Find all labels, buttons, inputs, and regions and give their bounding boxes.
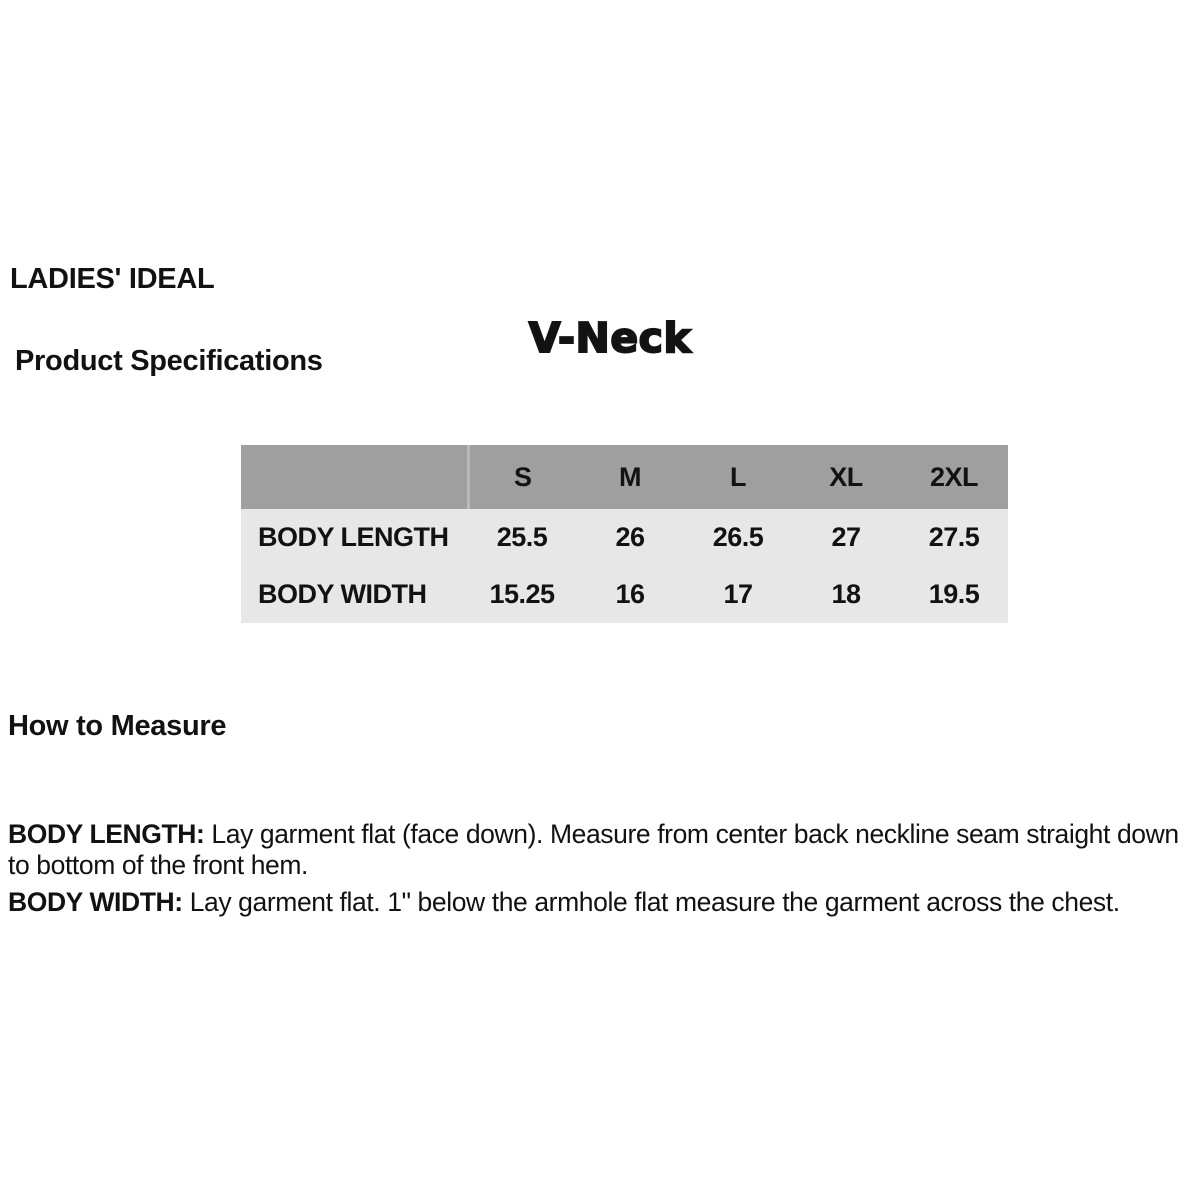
- body-length-term: BODY LENGTH:: [8, 818, 205, 849]
- body-width-m: 16: [576, 566, 684, 623]
- size-chart-table: S M L XL 2XL BODY LENGTH 25.5 26 26.5 27…: [241, 445, 1008, 623]
- size-column-header-xl: XL: [792, 445, 900, 509]
- body-width-xl: 18: [792, 566, 900, 623]
- body-width-term: BODY WIDTH:: [8, 886, 183, 917]
- table-row-body-length: BODY LENGTH 25.5 26 26.5 27 27.5: [241, 509, 1008, 566]
- brand-title: LADIES' IDEAL: [10, 263, 215, 295]
- page-title: Product Specifications: [15, 345, 323, 377]
- row-label-body-width: BODY WIDTH: [241, 566, 468, 623]
- body-length-s: 25.5: [468, 509, 576, 566]
- body-length-l: 26.5: [684, 509, 792, 566]
- body-width-instruction: BODY WIDTH: Lay garment flat. 1" below t…: [8, 887, 1120, 918]
- product-name-title: V-Neck: [528, 313, 692, 363]
- size-column-header-2xl: 2XL: [900, 445, 1008, 509]
- size-chart-corner-cell: [241, 445, 468, 509]
- body-width-s: 15.25: [468, 566, 576, 623]
- body-length-2xl: 27.5: [900, 509, 1008, 566]
- size-chart-header-row: S M L XL 2XL: [241, 445, 1008, 509]
- body-length-xl: 27: [792, 509, 900, 566]
- body-length-m: 26: [576, 509, 684, 566]
- body-width-description: Lay garment flat. 1" below the armhole f…: [189, 886, 1120, 917]
- how-to-measure-heading: How to Measure: [8, 710, 227, 742]
- body-length-description: Lay garment flat (face down). Measure fr…: [8, 818, 1179, 880]
- body-width-l: 17: [684, 566, 792, 623]
- body-length-instruction: BODY LENGTH: Lay garment flat (face down…: [8, 819, 1198, 881]
- size-column-header-l: L: [684, 445, 792, 509]
- size-column-header-m: M: [576, 445, 684, 509]
- size-column-header-s: S: [466, 445, 576, 509]
- row-label-body-length: BODY LENGTH: [241, 509, 468, 566]
- body-width-2xl: 19.5: [900, 566, 1008, 623]
- table-row-body-width: BODY WIDTH 15.25 16 17 18 19.5: [241, 566, 1008, 623]
